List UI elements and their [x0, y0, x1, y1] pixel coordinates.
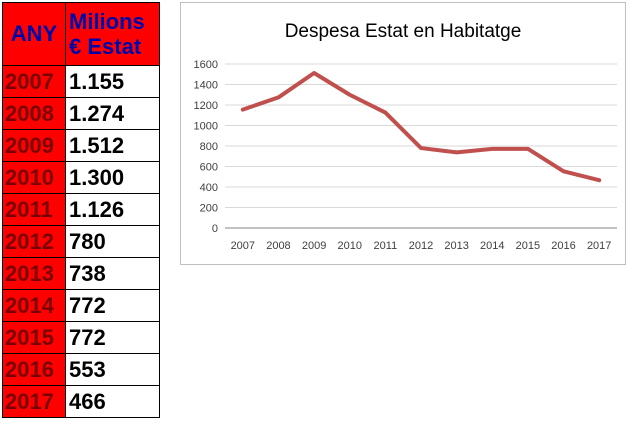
row-year: 2009 [2, 129, 66, 162]
row-value: 1.126 [65, 193, 160, 226]
chart-title: Despesa Estat en Habitatge [284, 21, 522, 42]
y-tick-label: 1400 [194, 80, 218, 92]
row-year: 2013 [2, 257, 66, 290]
table-header-row: ANY Milions € Estat [2, 2, 160, 66]
table-row: 2016 553 [2, 353, 160, 386]
table-row: 2013 738 [2, 257, 160, 290]
row-value: 780 [65, 225, 160, 258]
data-point [241, 108, 245, 112]
table-row: 2011 1.126 [2, 193, 160, 226]
row-year: 2014 [2, 289, 66, 322]
data-point [419, 146, 423, 150]
y-tick-label: 400 [200, 182, 218, 194]
value-header-line-1: Milions [69, 9, 145, 34]
value-column-header: Milions € Estat [65, 2, 160, 66]
x-tick-label: 2010 [337, 240, 361, 252]
x-tick-label: 2013 [444, 240, 468, 252]
row-value: 1.155 [65, 65, 160, 98]
table-row: 2012 780 [2, 225, 160, 258]
row-value: 1.300 [65, 161, 160, 194]
y-tick-label: 1600 [194, 59, 218, 71]
x-tick-label: 2008 [266, 240, 290, 252]
y-tick-label: 1000 [194, 121, 218, 133]
series-line [240, 71, 602, 183]
data-point [312, 71, 316, 75]
row-year: 2015 [2, 321, 66, 354]
x-tick-label: 2017 [587, 240, 611, 252]
row-year: 2012 [2, 225, 66, 258]
table-row: 2007 1.155 [2, 65, 160, 98]
x-tick-label: 2015 [516, 240, 540, 252]
table-row: 2010 1.300 [2, 161, 160, 194]
table-row: 2015 772 [2, 321, 160, 354]
row-value: 772 [65, 321, 160, 354]
y-tick-label: 600 [200, 162, 218, 174]
data-point [597, 178, 601, 182]
row-value: 466 [65, 385, 160, 418]
chart-plot: 0 200 400 600 800 1000 1200 1400 1600 2007 2008 200… [194, 59, 617, 252]
table-row: 2009 1.512 [2, 129, 160, 162]
row-year: 2010 [2, 161, 66, 194]
y-tick-label: 1200 [194, 100, 218, 112]
data-point [276, 95, 280, 99]
row-year: 2016 [2, 353, 66, 386]
row-year: 2007 [2, 65, 66, 98]
x-tick-label: 2014 [480, 240, 504, 252]
row-year: 2017 [2, 385, 66, 418]
y-tick-label: 200 [200, 203, 218, 215]
x-tick-label: 2016 [551, 240, 575, 252]
row-value: 1.512 [65, 129, 160, 162]
table-row: 2017 466 [2, 385, 160, 418]
table-row: 2008 1.274 [2, 97, 160, 130]
x-tick-label: 2011 [374, 240, 398, 252]
y-tick-label: 0 [212, 223, 218, 235]
data-point [562, 169, 566, 173]
line-chart: Despesa Estat en Habitatge 0 200 400 600 800… [180, 2, 626, 265]
data-point [348, 93, 352, 97]
value-header-line-2: € Estat [69, 34, 142, 59]
x-tick-label: 2009 [302, 240, 326, 252]
row-value: 738 [65, 257, 160, 290]
row-value: 553 [65, 353, 160, 386]
data-point [455, 150, 459, 154]
x-tick-label: 2007 [231, 240, 255, 252]
data-point [490, 147, 494, 151]
row-year: 2011 [2, 193, 66, 226]
year-column-header: ANY [2, 2, 66, 66]
y-tick-label: 800 [200, 141, 218, 153]
spending-table: ANY Milions € Estat 2007 1.155 2008 1.274 20… [2, 2, 160, 418]
row-value: 772 [65, 289, 160, 322]
data-point [383, 111, 387, 115]
data-point [526, 147, 530, 151]
row-value: 1.274 [65, 97, 160, 130]
row-year: 2008 [2, 97, 66, 130]
x-tick-label: 2012 [409, 240, 433, 252]
table-row: 2014 772 [2, 289, 160, 322]
